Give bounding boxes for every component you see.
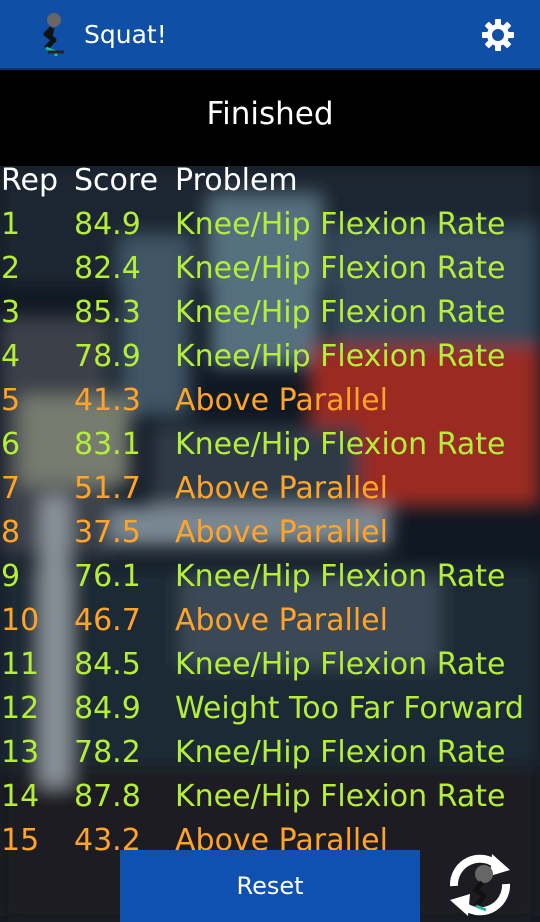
problem-cell: Knee/Hip Flexion Rate xyxy=(175,647,506,682)
table-row: 13 78.2 Knee/Hip Flexion Rate xyxy=(0,738,540,782)
score-cell: 84.5 xyxy=(74,647,141,682)
table-row: 3 85.3 Knee/Hip Flexion Rate xyxy=(0,298,540,342)
rep-cell: 1 xyxy=(1,207,21,242)
problem-cell: Knee/Hip Flexion Rate xyxy=(175,779,506,814)
status-area xyxy=(0,72,540,166)
score-cell: 51.7 xyxy=(74,471,141,506)
results-panel: Rep Score Problem 1 84.9 Knee/Hip Flexion … xyxy=(0,166,540,922)
rep-cell: 10 xyxy=(1,603,40,638)
table-row: 8 37.5 Above Parallel xyxy=(0,518,540,562)
column-header-score: Score xyxy=(74,166,159,198)
problem-cell: Above Parallel xyxy=(175,515,388,550)
score-cell: 84.9 xyxy=(74,691,141,726)
rep-cell: 8 xyxy=(1,515,21,550)
score-cell: 82.4 xyxy=(74,251,141,286)
score-cell: 46.7 xyxy=(74,603,141,638)
column-header-problem: Problem xyxy=(175,166,298,198)
table-row: 7 51.7 Above Parallel xyxy=(0,474,540,518)
gear-icon[interactable] xyxy=(480,17,516,53)
rep-cell: 12 xyxy=(1,691,40,726)
rep-cell: 15 xyxy=(1,823,40,858)
rep-cell: 4 xyxy=(1,339,21,374)
problem-cell: Above Parallel xyxy=(175,603,388,638)
table-row: 1 84.9 Knee/Hip Flexion Rate xyxy=(0,210,540,254)
reset-button[interactable]: Reset xyxy=(120,850,420,922)
squatter-figure-icon xyxy=(43,13,64,56)
problem-cell: Knee/Hip Flexion Rate xyxy=(175,207,506,242)
app-title: Squat! xyxy=(84,20,167,49)
rep-cell: 6 xyxy=(1,427,21,462)
problem-cell: Knee/Hip Flexion Rate xyxy=(175,559,506,594)
score-cell: 83.1 xyxy=(74,427,141,462)
rep-cell: 11 xyxy=(1,647,40,682)
table-row: 12 84.9 Weight Too Far Forward xyxy=(0,694,540,738)
score-cell: 78.9 xyxy=(74,339,141,374)
rep-cell: 5 xyxy=(1,383,21,418)
rep-cell: 14 xyxy=(1,779,40,814)
score-cell: 37.5 xyxy=(74,515,141,550)
rep-cell: 2 xyxy=(1,251,21,286)
problem-cell: Knee/Hip Flexion Rate xyxy=(175,251,506,286)
problem-cell: Weight Too Far Forward xyxy=(175,691,524,726)
table-header-row: Rep Score Problem xyxy=(0,166,540,210)
table-row: 10 46.7 Above Parallel xyxy=(0,606,540,650)
problem-cell: Knee/Hip Flexion Rate xyxy=(175,339,506,374)
score-cell: 78.2 xyxy=(74,735,141,770)
table-row: 9 76.1 Knee/Hip Flexion Rate xyxy=(0,562,540,606)
rotate-camera-icon[interactable] xyxy=(440,848,520,922)
rep-cell: 7 xyxy=(1,471,21,506)
workout-status: Finished xyxy=(206,96,334,132)
score-cell: 76.1 xyxy=(74,559,141,594)
problem-cell: Above Parallel xyxy=(175,471,388,506)
gym-background-image xyxy=(0,166,540,922)
problem-cell: Knee/Hip Flexion Rate xyxy=(175,427,506,462)
problem-cell: Above Parallel xyxy=(175,383,388,418)
score-cell: 84.9 xyxy=(74,207,141,242)
table-row: 14 87.8 Knee/Hip Flexion Rate xyxy=(0,782,540,826)
problem-cell: Knee/Hip Flexion Rate xyxy=(175,735,506,770)
table-row: 2 82.4 Knee/Hip Flexion Rate xyxy=(0,254,540,298)
table-row: 5 41.3 Above Parallel xyxy=(0,386,540,430)
column-header-rep: Rep xyxy=(1,166,58,198)
score-cell: 41.3 xyxy=(74,383,141,418)
rep-cell: 9 xyxy=(1,559,21,594)
rep-cell: 13 xyxy=(1,735,40,770)
table-row: 4 78.9 Knee/Hip Flexion Rate xyxy=(0,342,540,386)
rep-cell: 3 xyxy=(1,295,21,330)
score-cell: 85.3 xyxy=(74,295,141,330)
problem-cell: Knee/Hip Flexion Rate xyxy=(175,295,506,330)
score-cell: 87.8 xyxy=(74,779,141,814)
table-row: 6 83.1 Knee/Hip Flexion Rate xyxy=(0,430,540,474)
table-row: 11 84.5 Knee/Hip Flexion Rate xyxy=(0,650,540,694)
app-bar: Squat! xyxy=(0,0,540,70)
